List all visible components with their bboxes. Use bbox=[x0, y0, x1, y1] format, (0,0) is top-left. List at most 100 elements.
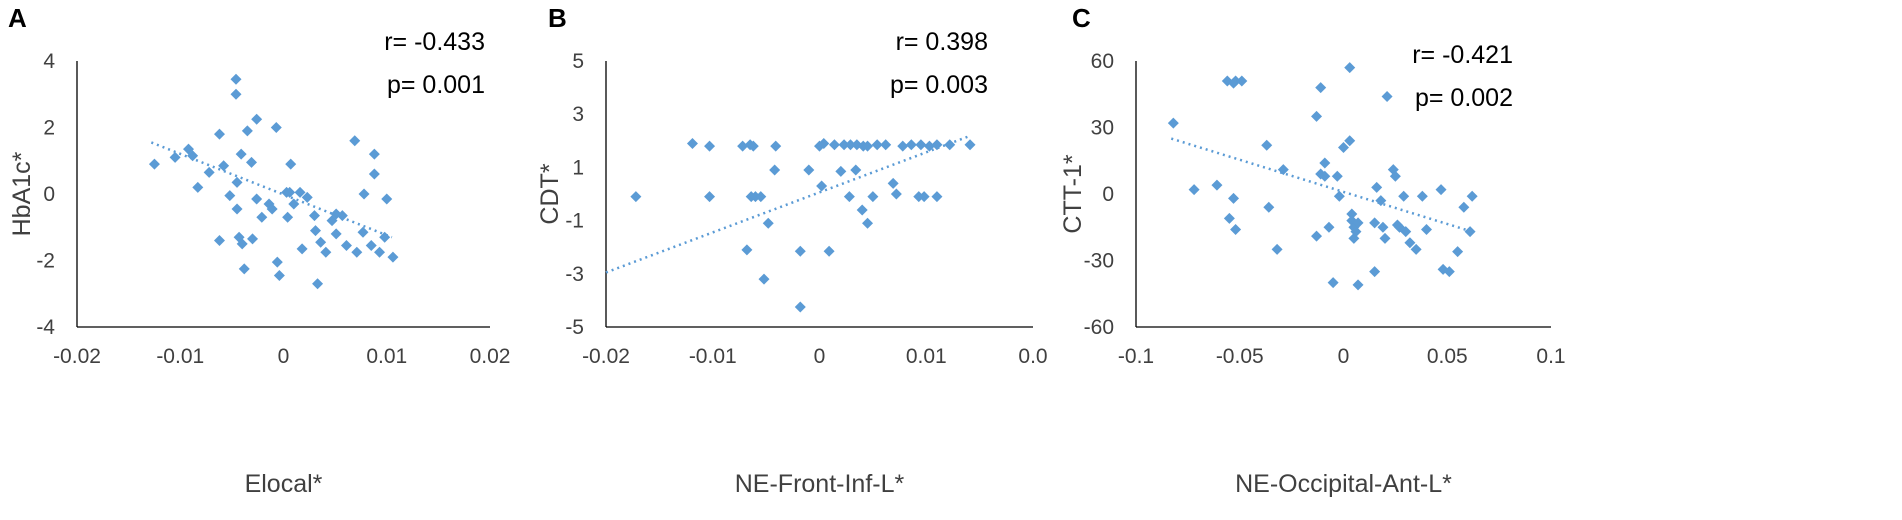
data-point bbox=[1350, 226, 1362, 238]
data-point bbox=[330, 228, 342, 240]
data-point bbox=[1466, 190, 1478, 202]
data-point bbox=[1344, 135, 1356, 147]
data-point bbox=[336, 210, 348, 222]
data-point bbox=[1315, 82, 1327, 94]
data-point bbox=[1369, 266, 1381, 278]
data-point bbox=[288, 198, 300, 210]
y-tick-label: -3 bbox=[565, 263, 584, 286]
trendline bbox=[150, 141, 393, 239]
p-value: p= 0.002 bbox=[1415, 84, 1513, 112]
data-point bbox=[284, 186, 296, 198]
data-point bbox=[1261, 139, 1273, 151]
data-point bbox=[1344, 62, 1356, 74]
data-point bbox=[915, 139, 927, 151]
data-point bbox=[1188, 184, 1200, 196]
data-point bbox=[838, 139, 850, 151]
data-point bbox=[871, 139, 883, 151]
data-point bbox=[704, 191, 716, 203]
x-tick-label: 0.01 bbox=[366, 345, 407, 368]
data-point bbox=[236, 238, 248, 250]
data-point bbox=[231, 203, 243, 215]
data-point bbox=[794, 301, 806, 313]
data-point bbox=[349, 135, 361, 147]
x-tick-label: -0.05 bbox=[1216, 345, 1264, 368]
x-tick-label: 0 bbox=[278, 345, 290, 368]
data-point bbox=[1319, 157, 1331, 169]
data-point bbox=[856, 204, 868, 216]
data-point bbox=[964, 139, 976, 151]
data-point bbox=[944, 139, 956, 151]
x-tick-label: 0 bbox=[1338, 345, 1350, 368]
x-tick-label: 0.1 bbox=[1536, 345, 1565, 368]
x-tick-label: 0.05 bbox=[1427, 345, 1468, 368]
data-point bbox=[1369, 217, 1381, 229]
y-tick-label: 1 bbox=[572, 156, 584, 179]
data-point bbox=[1263, 201, 1275, 213]
p-value: p= 0.001 bbox=[387, 71, 485, 99]
data-point bbox=[704, 140, 716, 152]
data-point bbox=[381, 193, 393, 205]
r-value: r= -0.433 bbox=[384, 28, 485, 56]
data-point bbox=[251, 113, 263, 125]
data-point bbox=[1228, 192, 1240, 204]
data-point bbox=[379, 231, 391, 243]
data-point bbox=[315, 236, 327, 248]
data-point bbox=[230, 88, 242, 100]
data-point bbox=[387, 251, 399, 263]
data-point bbox=[273, 269, 285, 281]
data-point bbox=[1371, 181, 1383, 193]
y-tick-label: -5 bbox=[565, 316, 584, 339]
data-point bbox=[867, 191, 879, 203]
y-axis-label: HbA1c* bbox=[8, 151, 36, 236]
panel-c: C -60 -30 0 30 60 -0.1 -0.05 0 0.05 0.1 NE-Occipita… bbox=[1059, 3, 1566, 498]
data-point bbox=[828, 139, 840, 151]
data-point bbox=[1389, 170, 1401, 182]
panel-letter: C bbox=[1072, 3, 1091, 33]
data-point bbox=[1236, 75, 1248, 87]
data-point bbox=[1346, 208, 1358, 220]
data-point bbox=[905, 139, 917, 151]
data-point bbox=[862, 217, 874, 229]
data-point bbox=[224, 190, 236, 202]
y-tick-label: 0 bbox=[1102, 183, 1114, 206]
p-value: p= 0.003 bbox=[890, 71, 988, 99]
data-point bbox=[1352, 217, 1364, 229]
data-point bbox=[294, 186, 306, 198]
x-axis-label: NE-Front-Inf-L* bbox=[735, 470, 905, 498]
x-tick-label: 0 bbox=[814, 345, 826, 368]
data-point bbox=[1167, 117, 1179, 129]
data-point bbox=[758, 273, 770, 285]
panel-a: A -4 -2 0 2 4 -0.02 -0.01 0 0.01 0.02 Elocal* HbA1c*… bbox=[8, 3, 510, 498]
data-point bbox=[270, 122, 282, 133]
data-point bbox=[230, 73, 242, 85]
data-point bbox=[1311, 230, 1323, 242]
data-point bbox=[282, 211, 294, 223]
x-tick-label: 0.0 bbox=[1018, 345, 1047, 368]
data-point bbox=[862, 140, 874, 152]
data-point bbox=[1410, 243, 1422, 255]
data-point bbox=[1319, 170, 1331, 182]
x-tick-label: -0.02 bbox=[53, 345, 101, 368]
data-point bbox=[823, 245, 835, 257]
data-point bbox=[1271, 243, 1283, 255]
data-point bbox=[1398, 190, 1410, 202]
data-point bbox=[1311, 110, 1323, 122]
data-point bbox=[213, 128, 225, 140]
data-point bbox=[1443, 266, 1455, 278]
r-value: r= 0.398 bbox=[896, 28, 988, 56]
y-tick-label: 4 bbox=[43, 50, 55, 73]
data-point bbox=[835, 165, 847, 177]
data-point bbox=[357, 226, 369, 238]
data-point bbox=[1464, 226, 1476, 238]
panel-letter: B bbox=[548, 3, 567, 33]
data-point bbox=[1230, 223, 1242, 235]
y-tick-label: 5 bbox=[572, 50, 584, 73]
data-point bbox=[213, 235, 225, 247]
data-point bbox=[890, 188, 902, 200]
y-tick-label: 2 bbox=[43, 117, 55, 140]
data-point bbox=[310, 225, 322, 237]
y-axis-label: CDT* bbox=[536, 163, 564, 224]
data-point bbox=[1375, 195, 1387, 207]
data-point bbox=[271, 256, 283, 268]
